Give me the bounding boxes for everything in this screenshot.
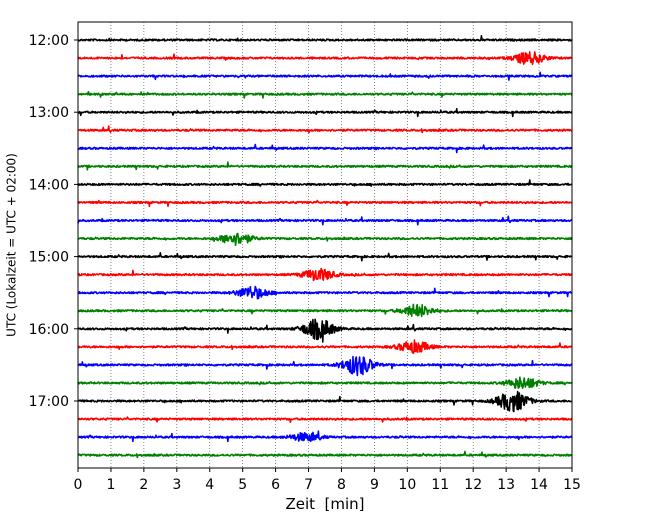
x-tick-label-9: 9 [370, 477, 379, 493]
x-tick-label-6: 6 [271, 477, 280, 493]
x-tick-label-8: 8 [337, 477, 346, 493]
grid-lines [110, 22, 540, 468]
trace-16:30 [77, 355, 573, 377]
trace-17:45 [77, 450, 573, 459]
y-tick-label-14:00: 14:00 [29, 177, 69, 193]
trace-12:30 [77, 71, 573, 81]
y-tick-label-16:00: 16:00 [29, 322, 69, 338]
trace-14:15 [77, 199, 573, 208]
trace-14:30 [77, 215, 573, 226]
x-tick-label-3: 3 [172, 477, 181, 493]
trace-16:00 [77, 318, 573, 343]
x-tick-label-11: 11 [431, 477, 449, 493]
trace-13:30 [77, 143, 573, 154]
x-tick-label-7: 7 [304, 477, 313, 493]
trace-15:15 [77, 267, 573, 282]
trace-15:00 [77, 252, 573, 262]
y-tick-label-13:00: 13:00 [29, 105, 69, 121]
trace-13:00 [77, 108, 573, 118]
x-tick-label-2: 2 [139, 477, 148, 493]
plot-frame [77, 21, 573, 469]
trace-15:45 [77, 303, 573, 318]
x-tick-label-14: 14 [530, 477, 548, 493]
trace-15:30 [77, 285, 573, 300]
trace-lines [77, 34, 573, 459]
trace-17:30 [77, 430, 573, 443]
x-tick-label-12: 12 [464, 477, 482, 493]
trace-14:00 [77, 179, 573, 187]
trace-17:00 [77, 390, 573, 413]
y-tick-label-12:00: 12:00 [29, 33, 69, 49]
x-tick-label-15: 15 [563, 477, 581, 493]
x-tick-label-4: 4 [205, 477, 214, 493]
trace-16:45 [77, 376, 573, 389]
trace-12:45 [77, 90, 573, 99]
x-tick-label-5: 5 [238, 477, 247, 493]
trace-12:15 [77, 51, 573, 66]
axis-ticks: 0 1 2 3 4 5 6 7 8 9 10 11 12 13 14 1512:0013:0014:0015:… [29, 33, 581, 493]
trace-16:15 [77, 339, 573, 355]
x-tick-label-0: 0 [74, 477, 83, 493]
x-tick-label-1: 1 [106, 477, 115, 493]
y-tick-label-17:00: 17:00 [29, 394, 69, 410]
x-tick-label-10: 10 [398, 477, 416, 493]
y-axis-label: UTC (Lokalzeit = UTC + 02:00) [5, 153, 19, 337]
trace-14:45 [77, 232, 573, 247]
trace-12:00 [77, 34, 573, 42]
trace-13:15 [77, 125, 573, 134]
x-tick-label-13: 13 [497, 477, 515, 493]
x-axis-label: Zeit [min] [285, 495, 364, 513]
y-tick-label-15:00: 15:00 [29, 250, 69, 266]
trace-17:15 [77, 416, 573, 424]
trace-13:45 [77, 161, 573, 171]
